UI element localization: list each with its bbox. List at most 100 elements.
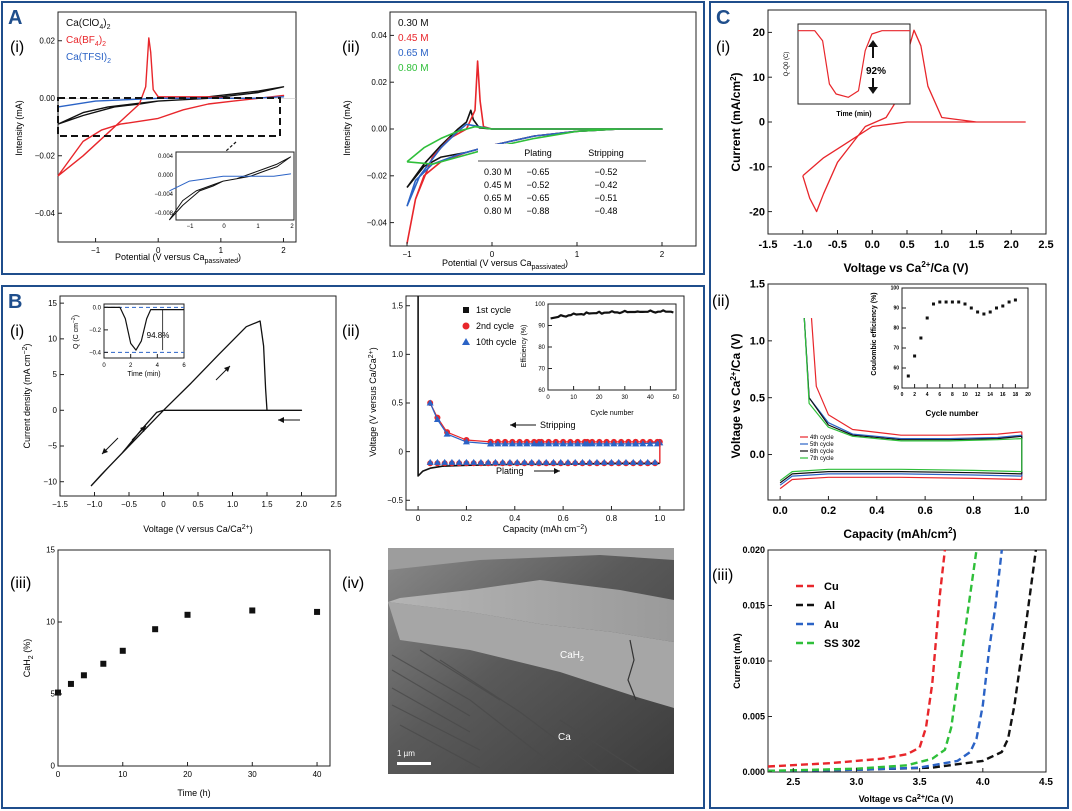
data-point [622,458,630,465]
x-tick-label: 1.0 [654,514,666,523]
x-tick-label: 0 [161,500,166,509]
data-point [433,416,441,423]
x-tick-label: 1.0 [934,239,949,251]
x-tick-label: 2.0 [1004,239,1019,251]
x-tick-label: 0 [546,395,550,401]
data-point [80,672,87,679]
y-tick-label: 5 [51,690,56,699]
legend-item-clo4: Ca(ClO4)2 [66,18,111,31]
data-point [636,458,644,465]
data-point [919,336,923,340]
data-point [913,354,917,358]
sem-label-ca: Ca [558,732,571,743]
x-tick-label: 6 [938,392,941,398]
table-cell: −0.52 [527,180,550,190]
y-axis-label: Current density (mA cm−2) [22,343,32,448]
series-line-4th-cycle-plating [779,476,1022,490]
inset-x-label: Cycle number [590,410,634,417]
legend-item-bf4: Ca(BF4)2 [66,35,106,48]
x-tick-label: 2 [913,392,916,398]
y-tick-label: −5 [48,442,58,451]
data-point [119,647,126,654]
series-line-efficiency [550,309,674,320]
data-point [629,458,637,465]
stripping-label: Stripping [540,420,576,430]
x-tick-label: −1 [91,246,101,255]
y-tick-label: 0.0 [93,305,102,311]
data-point [564,458,572,465]
data-point [55,689,61,696]
legend-item-tfsi: Ca(TFSI)2 [66,52,111,65]
x-tick-label: 0.4 [869,505,885,517]
panel-frame-A [1,1,705,275]
data-point [528,458,536,465]
x-tick-label: −1.5 [52,500,68,509]
data-point [586,458,594,465]
y-tick-label: −0.5 [387,496,403,505]
inset-xtick: 1 [256,224,260,230]
inset-pct: 92% [866,66,886,77]
sem-image-panel: (iv) CaH2 Ca 1 µm [342,548,674,774]
sub-label-Aii: (ii) [342,39,360,56]
inset-y-label: Coulombic efficiency (%) [871,292,878,375]
y-tick-label: 0.010 [742,656,765,666]
series-line-ca-tfsi-2-inset [169,173,292,192]
panel-frame-B [1,285,705,809]
y-tick-label: 100 [535,302,546,308]
data-point [508,440,516,447]
x-tick-label: 1.5 [261,500,273,509]
sem-crack [627,639,637,701]
legend-item: 6th cycle [810,449,834,455]
data-point [957,300,961,304]
y-axis-label: Intensity (mA) [14,100,24,156]
data-point [1001,304,1005,308]
scan-arrow-head [140,426,146,432]
series-line-q-inset [798,30,910,98]
x-tick-label: 30 [621,395,628,401]
data-point [944,300,948,304]
x-tick-label: 20 [1025,392,1031,398]
table-cell: 0.80 M [484,206,512,216]
y-tick-label: −0.04 [367,218,388,227]
x-axis-label: Voltage vs Ca2+/Ca (V) [844,260,969,275]
x-tick-label: 0.0 [865,239,880,251]
y-tick-label: 0 [759,117,765,129]
data-point [578,458,586,465]
x-tick-label: 18 [1013,392,1019,398]
x-tick-label: 12 [975,392,981,398]
x-tick-label: 0 [56,770,61,779]
legend-item: Cu [824,581,839,593]
inset-y-label: Efficiency (%) [521,325,528,368]
scale-bar-label: 1 µm [397,749,415,758]
y-tick-label: −0.02 [367,171,388,180]
y-tick-label: 0.5 [750,392,765,404]
inset-x-label: Cycle number [926,409,979,418]
y-tick-label: −10 [43,477,57,486]
sem-top-surface [388,548,674,570]
series-line-ca-clo4-2 [57,86,285,125]
x-tick-label: 50 [673,395,680,401]
table-cell: −0.51 [595,193,618,203]
y-tick-label: 10 [753,72,765,84]
x-tick-label: 0.8 [966,505,981,517]
sem-label-cah2: CaH2 [560,650,584,663]
series-line-cv [802,29,1026,213]
plot-frame [767,283,1047,501]
y-tick-label: 80 [893,326,899,332]
y-tick-label: 0.020 [742,545,765,555]
table-header: Stripping [588,148,624,158]
series-line-ca-tfsi-2 [57,96,285,108]
data-point [969,306,973,310]
data-point [593,458,601,465]
legend-item: SS 302 [824,638,860,650]
x-tick-label: −0.5 [121,500,137,509]
y-axis-label: Current (mA) [732,633,742,689]
series-line-5th-cycle-plating [779,473,1022,486]
series-line-4th-cycle [810,318,1022,436]
y-tick-label: −0.04 [35,209,56,218]
data-point [603,440,611,447]
legend: Cu Al Au SS 302 [796,581,860,650]
scale-bar [397,762,431,765]
x-tick-label: 0.0 [772,505,787,517]
inset-xtick: −1 [187,224,195,230]
